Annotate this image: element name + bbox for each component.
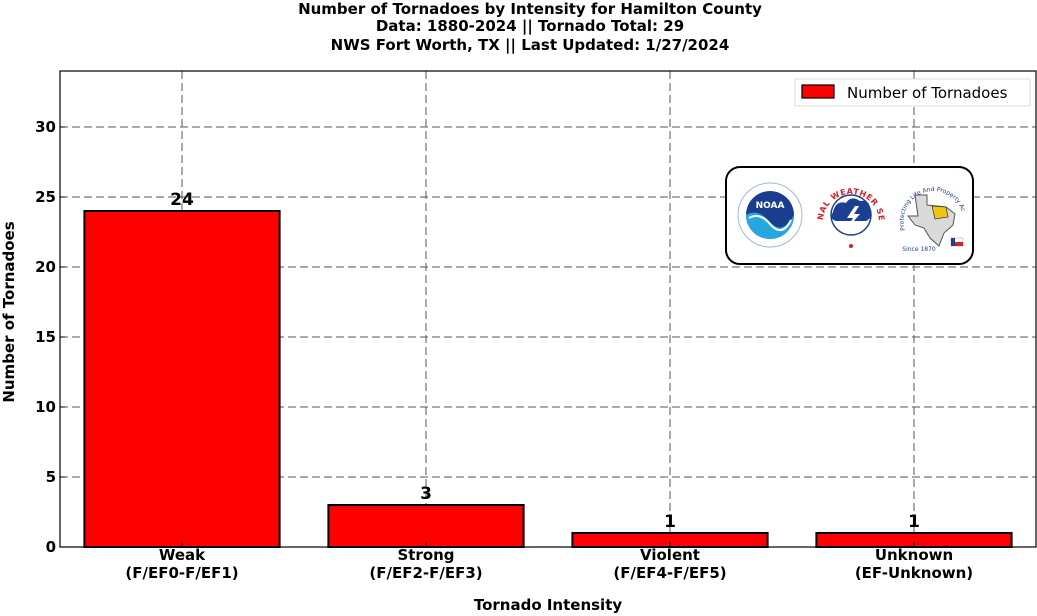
y-tick-label: 10 [35,398,56,416]
noaa-logo: NOAA [737,182,803,248]
x-tick-label: Violent (F/EF4-F/EF5) [613,546,726,582]
data-label: 24 [170,190,194,210]
data-label: 1 [908,512,920,532]
x-tick-label-line: (EF-Unknown) [855,564,973,582]
texas-flag-blue-icon [951,238,955,246]
data-label: 3 [420,484,432,504]
y-tick-label: 15 [35,328,56,346]
bar [83,210,281,548]
x-tick-label-line: (F/EF0-F/EF1) [125,564,238,582]
x-tick-label-line: (F/EF2-F/EF3) [369,564,482,582]
x-tick-label: Strong (F/EF2-F/EF3) [369,546,482,582]
plot-frame [59,70,1037,548]
cwa-highlight-icon [931,205,949,220]
noaa-gull-icon [748,215,792,231]
x-tick-label: Weak (F/EF0-F/EF1) [125,546,238,582]
x-tick-label-line: Unknown [875,546,953,564]
y-axis-label: Number of Tornadoes [0,221,18,402]
y-tick-label: 20 [35,258,56,276]
x-axis-label: Tornado Intensity [474,596,623,614]
data-labels: 24 3 1 1 [170,190,920,532]
y-tick-label: 0 [46,538,56,556]
x-tick-label-line: (F/EF4-F/EF5) [613,564,726,582]
x-axis-ticks: Weak (F/EF0-F/EF1) Strong (F/EF2-F/EF3) Viol… [125,542,973,582]
legend-swatch [801,84,835,99]
y-axis-ticks: 0 5 10 15 20 25 30 [35,118,65,556]
x-tick-label: Unknown (EF-Unknown) [855,546,973,582]
x-tick-label-line: Violent [640,546,700,564]
bar [327,504,525,548]
data-label: 1 [664,512,676,532]
nws-star-icon [849,244,853,248]
chart-subtitle-line-1: Data: 1880-2024 || Tornado Total: 29 [376,17,684,36]
y-tick-label: 25 [35,188,56,206]
legend-label: Number of Tornadoes [847,84,1008,102]
legend: Number of Tornadoes [794,78,1031,107]
x-tick-label-line: Strong [397,546,454,564]
nws-lightning-icon [846,206,860,230]
chart-title: Number of Tornadoes by Intensity for Ham… [298,0,762,18]
texas-flag-red-icon [955,242,963,246]
y-tick-label: 30 [35,118,56,136]
nws-cloud-icon [831,198,872,221]
ftw-since-text: Since 1870 [902,246,936,253]
legend-box [794,78,1031,107]
y-tick-label: 5 [46,468,56,486]
noaa-logo-text: NOAA [756,201,785,211]
x-tick-label-line: Weak [159,546,206,564]
chart-subtitle-line-2: NWS Fort Worth, TX || Last Updated: 1/27… [331,36,730,55]
noaa-wave-icon [746,212,794,239]
